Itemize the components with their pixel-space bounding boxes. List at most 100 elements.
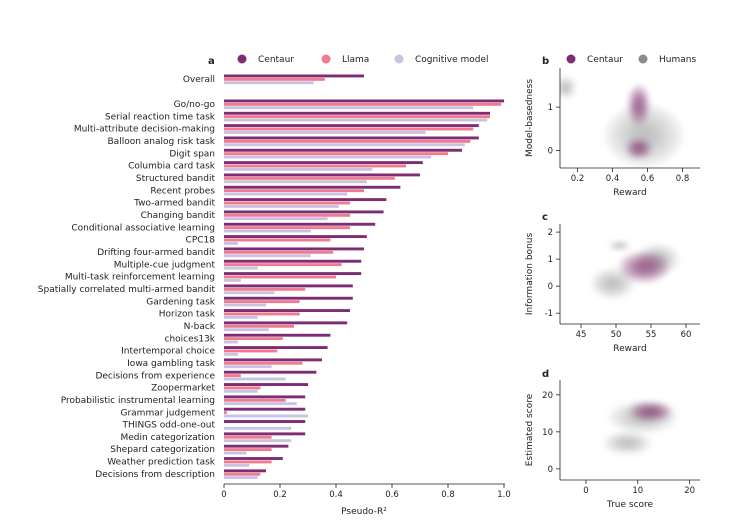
panel-a-label: a (208, 56, 215, 67)
legend-marker-llama (321, 54, 331, 64)
legend-label-cognitive: Cognitive model (415, 55, 489, 65)
category-labels: Overall Go/no-go Serial reaction time task… (38, 75, 216, 480)
x-tick-label-b: 0.2 (571, 174, 585, 184)
bar-centaur-medin-categorization (224, 432, 306, 436)
category-label-n-back: N-back (184, 322, 216, 332)
y-tick-label-d: 0 (548, 465, 553, 475)
centaur-density-contour-0-4 (644, 408, 657, 415)
y-tick-label-c: -1 (545, 309, 553, 319)
bar-cognitive-model-medin-categorization (224, 439, 292, 443)
legend-marker-centaur (237, 54, 247, 64)
bar-centaur-zoopermarket (224, 383, 308, 386)
bar-cognitive-model-shepard-categorization (224, 451, 247, 455)
category-label-medin-categorization: Medin categorization (120, 433, 215, 443)
category-label-intertemporal-choice: Intertemporal choice (121, 347, 215, 357)
bar-llama-go-no-go (224, 102, 502, 106)
y-tick-label-c: 2 (548, 228, 553, 238)
legend-label-humans: Humans (659, 55, 696, 65)
bar-cognitive-model-balloon-analog-risk-task (224, 143, 465, 147)
bar-llama-conditional-associative-learning (224, 226, 350, 230)
density-plot-b (560, 76, 683, 167)
centaur-density-contour-1-4 (635, 99, 642, 111)
category-label-horizon-task: Horizon task (159, 310, 216, 320)
bar-cognitive-model-changing-bandit (224, 217, 328, 221)
bar-cognitive-model-conditional-associative-learning (224, 229, 311, 233)
category-label-grammar-judgement: Grammar judgement (120, 408, 215, 418)
bar-cognitive-model-choices13k (224, 340, 238, 344)
bar-centaur-things-odd-one-out (224, 420, 306, 423)
category-label-gardening-task: Gardening task (146, 297, 215, 307)
bar-centaur-intertemporal-choice (224, 346, 328, 349)
bar-cognitive-model-multi-task-reinforcement-learning (224, 278, 241, 282)
bar-cognitive-model-decisions-from-experience (224, 377, 286, 381)
y-tick-label-c: 1 (548, 255, 553, 265)
bar-llama-intertemporal-choice (224, 349, 278, 353)
bar-llama-two-armed-bandit (224, 201, 350, 205)
category-label-multi-task-reinforcement-learning: Multi-task reinforcement learning (65, 273, 215, 283)
category-label-multiple-cue-judgment: Multiple-cue judgment (114, 260, 216, 270)
y-tick-label-b: 0 (548, 147, 553, 157)
y-tick-label-d: 10 (542, 428, 553, 438)
bar-cognitive-model-decisions-from-description (224, 476, 258, 480)
bar-centaur-cpc18 (224, 235, 367, 239)
bar-cognitive-model-digit-span (224, 155, 432, 159)
bar-centaur-go-no-go (224, 99, 504, 103)
bar-cognitive-model-go-no-go (224, 106, 474, 110)
bar-cognitive-model-intertemporal-choice (224, 352, 238, 356)
bar-centaur-two-armed-bandit (224, 198, 387, 202)
legend-marker-cognitive (394, 54, 404, 64)
x-tick-label-a: 0.8 (441, 490, 455, 500)
bar-cognitive-model-two-armed-bandit (224, 204, 339, 208)
bar-llama-digit-span (224, 152, 448, 156)
bar-llama-iowa-gambling-task (224, 361, 303, 365)
category-label-structured-bandit: Structured bandit (136, 174, 216, 184)
bar-cognitive-model-columbia-card-task (224, 167, 373, 171)
bar-cognitive-model-structured-bandit (224, 180, 367, 184)
bar-cognitive-model-n-back (224, 328, 269, 332)
category-label-decisions-from-description: Decisions from description (95, 470, 215, 480)
bar-centaur-weather-prediction-task (224, 457, 283, 460)
bar-centaur-grammar-judgement (224, 407, 306, 411)
bar-llama-decisions-from-experience (224, 374, 241, 378)
category-label-changing-bandit: Changing bandit (141, 211, 216, 221)
bar-centaur-multiple-cue-judgment (224, 259, 362, 263)
x-tick-label-d: 20 (684, 486, 695, 496)
bar-centaur-shepard-categorization (224, 444, 289, 448)
bar-llama-serial-reaction-time-task (224, 115, 490, 119)
panel-d-label: d (542, 369, 549, 380)
x-tick-label-a: 0.2 (273, 490, 287, 500)
bar-cognitive-model-recent-probes (224, 192, 348, 196)
bar-centaur-spatially-correlated-multi-armed-bandit (224, 284, 353, 288)
y-tick-label-b: 1 (548, 103, 553, 113)
category-label-serial-reaction-time-task: Serial reaction time task (105, 112, 216, 122)
bar-llama-medin-categorization (224, 435, 272, 439)
x-tick-label-d: 10 (632, 486, 643, 496)
bar-centaur-gardening-task (224, 296, 353, 300)
category-label-spatially-correlated-multi-armed-bandit: Spatially correlated multi-armed bandit (38, 285, 216, 295)
bar-centaur-probabilistic-instrumental-learning (224, 395, 306, 399)
category-label-overall: Overall (183, 75, 215, 85)
bar-llama-choices13k (224, 337, 283, 341)
bar-llama-columbia-card-task (224, 164, 406, 168)
x-tick-label-b: 0.4 (606, 174, 620, 184)
bar-llama-probabilistic-instrumental-learning (224, 398, 286, 402)
humans-density-contour-1-4 (620, 439, 635, 447)
x-ticks-a: 0 0.2 0.4 0.6 0.8 1.0 (221, 484, 511, 500)
bar-cognitive-model-horizon-task (224, 315, 258, 319)
x-tick-label-b: 0.8 (676, 174, 690, 184)
bar-llama-shepard-categorization (224, 448, 272, 452)
category-label-go-no-go: Go/no-go (174, 100, 216, 110)
y-axis-label-b: Model-basedness (525, 79, 535, 157)
humans-density-contour-0-4 (606, 279, 619, 288)
x-axis-label-c: Reward (613, 344, 647, 354)
bar-llama-multiple-cue-judgment (224, 263, 342, 267)
bar-cognitive-model-iowa-gambling-task (224, 365, 272, 369)
category-label-weather-prediction-task: Weather prediction task (107, 458, 216, 468)
x-tick-label-c: 50 (611, 330, 622, 340)
bar-cognitive-model-gardening-task (224, 303, 266, 307)
category-label-zoopermarket: Zoopermarket (151, 384, 215, 394)
x-axis-label-d: True score (606, 500, 654, 510)
category-label-probabilistic-instrumental-learning: Probabilistic instrumental learning (61, 396, 215, 406)
axes-d: 0 10 20 0 10 20 True score Estimated score (525, 380, 700, 510)
